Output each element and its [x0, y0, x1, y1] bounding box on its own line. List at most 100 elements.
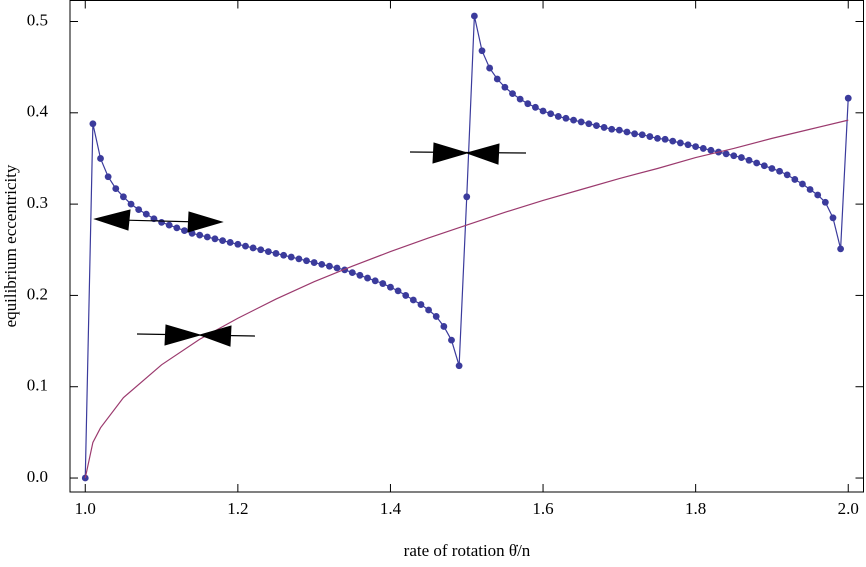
y-tick-label: 0.1	[27, 376, 48, 395]
data-point	[516, 95, 524, 103]
data-point	[806, 186, 814, 193]
x-tick-label: 1.0	[75, 499, 96, 518]
data-point	[165, 221, 173, 229]
data-point	[776, 167, 783, 175]
data-point	[493, 75, 501, 83]
y-tick-label: 0.3	[27, 193, 48, 212]
data-point	[242, 242, 249, 250]
data-point	[203, 233, 211, 241]
data-point	[654, 134, 661, 142]
data-point	[318, 260, 326, 268]
data-point	[379, 280, 387, 287]
data-point	[425, 306, 433, 314]
arrowhead	[465, 143, 500, 165]
data-point	[722, 150, 730, 158]
data-point	[730, 152, 738, 160]
data-point	[661, 135, 669, 143]
y-tick-label: 0.4	[27, 102, 49, 121]
data-point	[89, 120, 97, 128]
data-point	[768, 165, 776, 172]
data-point	[539, 107, 547, 115]
data-point	[196, 231, 204, 239]
data-point	[158, 218, 165, 226]
data-point	[287, 253, 295, 261]
y-axis-label: equilibrium eccentricity	[1, 164, 20, 327]
data-point	[364, 274, 371, 282]
data-point	[638, 131, 646, 139]
data-point	[333, 264, 341, 272]
data-point	[532, 103, 539, 111]
data-point	[356, 271, 364, 279]
data-point	[463, 193, 471, 201]
data-point	[570, 116, 577, 124]
data-point	[394, 287, 402, 295]
data-point	[692, 143, 700, 150]
x-tick-label: 1.8	[685, 499, 706, 518]
data-point	[623, 128, 631, 136]
arrowhead	[93, 209, 131, 231]
data-point	[348, 269, 356, 276]
y-tick-label: 0.5	[27, 10, 48, 29]
data-point	[684, 141, 692, 149]
data-point	[760, 162, 768, 170]
data-point	[699, 145, 707, 152]
data-point	[402, 292, 410, 299]
arrowhead	[198, 325, 232, 347]
data-point	[440, 323, 448, 330]
data-point	[142, 210, 150, 218]
data-point	[127, 200, 135, 208]
data-point	[745, 156, 753, 164]
data-point	[387, 283, 394, 291]
data-point	[562, 114, 570, 122]
data-point	[226, 239, 234, 246]
data-point	[707, 146, 715, 154]
arrowhead	[187, 211, 224, 233]
data-point	[448, 336, 455, 344]
data-point	[600, 124, 608, 131]
data-point	[257, 246, 265, 254]
data-point	[135, 206, 143, 213]
data-point	[272, 250, 280, 257]
data-point	[783, 171, 791, 179]
data-point	[631, 130, 639, 138]
plot-area	[81, 12, 852, 482]
data-point	[844, 94, 852, 102]
arrows	[93, 142, 527, 347]
data-point	[509, 90, 516, 98]
arrowhead	[164, 324, 202, 346]
data-point	[97, 155, 104, 162]
data-point	[249, 244, 257, 252]
y-tick-label: 0.2	[27, 284, 48, 303]
data-point	[799, 180, 806, 188]
x-tick-label: 2.0	[838, 499, 859, 518]
arrow-shaft	[119, 219, 201, 223]
data-point	[303, 257, 310, 265]
data-point	[501, 83, 509, 91]
plot-frame	[69, 0, 864, 493]
data-point	[470, 12, 478, 20]
x-tick-label: 1.6	[532, 499, 553, 518]
data-point	[821, 198, 829, 206]
data-point	[173, 224, 181, 232]
data-point	[814, 191, 822, 199]
data-point	[791, 176, 799, 183]
data-point	[264, 248, 272, 255]
data-point	[432, 313, 440, 320]
y-tick-label: 0.0	[27, 467, 48, 486]
series-line	[84, 15, 849, 479]
data-point	[417, 301, 425, 308]
data-point	[219, 237, 226, 245]
data-point	[646, 133, 654, 140]
data-point	[593, 122, 600, 129]
data-point	[371, 277, 379, 285]
x-tick-label: 1.2	[227, 499, 248, 518]
data-point	[181, 227, 188, 234]
data-point	[478, 47, 486, 55]
data-point	[524, 100, 532, 108]
data-point	[409, 296, 417, 304]
data-point	[295, 255, 303, 263]
data-point	[829, 214, 837, 222]
data-point	[615, 126, 623, 134]
data-point	[608, 125, 616, 133]
